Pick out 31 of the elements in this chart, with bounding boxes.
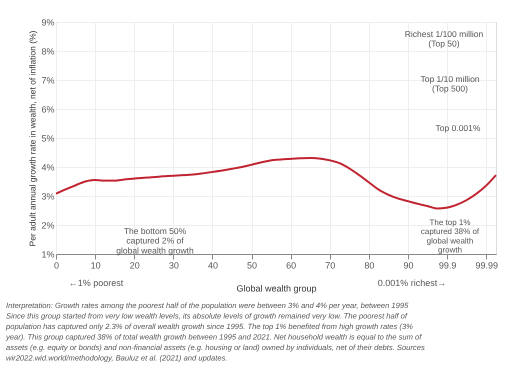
x-tick-label: 90: [403, 260, 414, 270]
annotation: Top 0.001%: [436, 123, 481, 133]
y-tick-label: 9%: [41, 18, 54, 28]
y-tick-label: 5%: [41, 134, 54, 144]
x-tick-label: 0: [54, 260, 60, 270]
annotation: Richest 1/100 million (Top 50): [404, 29, 484, 49]
x-tick-label: 20: [130, 260, 140, 270]
text: 0.001% richest→: [378, 278, 446, 288]
y-tick-label: 8%: [41, 46, 54, 56]
x-tick-label: 40: [208, 260, 218, 270]
y-tick-label: 6%: [41, 104, 54, 114]
y-tick-label: 2%: [41, 220, 54, 230]
y-tick-label: 4%: [41, 162, 54, 172]
annotation: The bottom 50% captured 2% of global wealth growth: [116, 226, 194, 256]
x-tick-label: 99.99: [475, 260, 498, 270]
x-tick-label: 50: [247, 260, 258, 270]
x-tick-label: 80: [364, 260, 374, 270]
y-axis-title: Per adult annual growth rate in wealth, net of inflation (%): [27, 30, 38, 246]
x-tick-label: 10: [90, 260, 101, 270]
text: ←1% poorest: [68, 278, 124, 288]
annotation: Top 1/10 million (Top 500): [420, 74, 480, 94]
annotation: The top 1% captured 38% of global wealth growth: [420, 218, 480, 255]
x-axis-title: Global wealth group: [236, 284, 317, 294]
x-tick-label: 30: [168, 260, 179, 270]
y-tick-label: 1%: [41, 250, 54, 260]
x-tick-label: 99.9: [438, 260, 456, 270]
y-tick-label: 3%: [41, 192, 54, 202]
line-series: [55, 157, 497, 210]
x-tick-label: 60: [286, 260, 296, 270]
x-tick-label: 70: [325, 260, 336, 270]
y-tick-label: 7%: [41, 76, 54, 86]
